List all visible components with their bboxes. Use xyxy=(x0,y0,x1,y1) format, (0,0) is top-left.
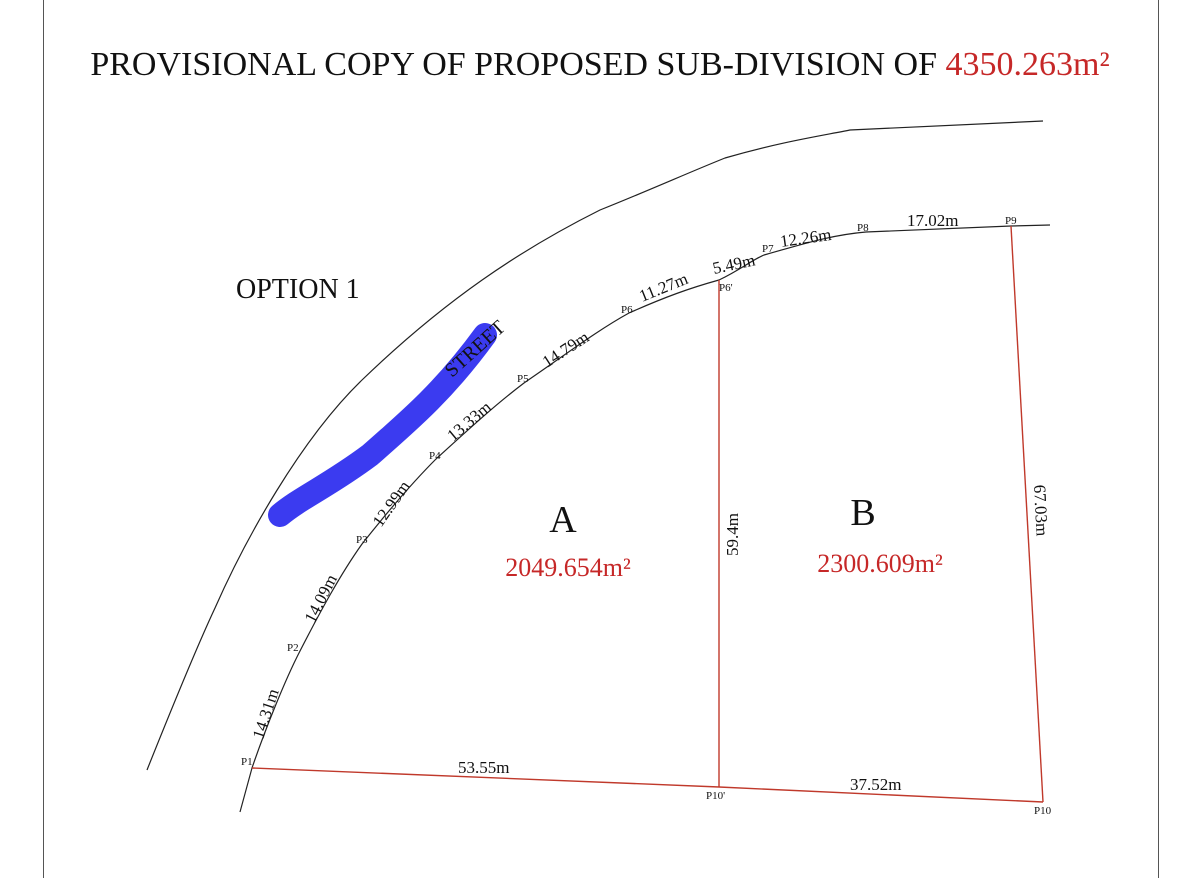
length-p3-p4: 12.99m xyxy=(369,477,414,530)
plot-a-label: A xyxy=(549,499,577,541)
road-inner-edge xyxy=(239,224,1051,813)
option-label: OPTION 1 xyxy=(236,274,360,305)
length-p6p-p7: 5.49m xyxy=(711,250,757,278)
length-p4-p5: 13.33m xyxy=(443,397,495,445)
length-p10p-p10: 37.52m xyxy=(850,775,901,794)
point-label-p1: P1 xyxy=(241,756,253,768)
point-label-p8: P8 xyxy=(857,222,869,234)
point-label-p3: P3 xyxy=(356,534,368,546)
length-p2-p3: 14.09m xyxy=(301,571,341,625)
blue-highlight-mark xyxy=(268,323,497,527)
length-p8-p9: 17.02m xyxy=(907,211,958,230)
boundary-p1-p10p xyxy=(251,767,720,788)
point-label-p10p: P10' xyxy=(706,790,725,802)
length-p1-p2: 14.31m xyxy=(249,686,283,741)
length-p5-p6: 14.79m xyxy=(539,327,593,371)
plot-a-area: 2049.654m² xyxy=(505,553,631,582)
point-label-p2: P2 xyxy=(287,642,299,654)
page-title: PROVISIONAL COPY OF PROPOSED SUB-DIVISIO… xyxy=(0,46,1200,84)
street-label: STREET xyxy=(441,316,510,381)
point-label-p5: P5 xyxy=(517,373,529,385)
point-label-p9: P9 xyxy=(1005,215,1017,227)
length-p7-p8: 12.26m xyxy=(779,225,833,251)
boundary-p9-p10 xyxy=(1010,225,1044,803)
length-p6-p6p: 11.27m xyxy=(636,269,690,306)
sheet-right-border xyxy=(1158,0,1159,878)
sheet-left-border xyxy=(43,0,44,878)
point-label-p4: P4 xyxy=(429,450,441,462)
length-p6p-p10p: 59.4m xyxy=(723,513,742,556)
road-outer-edge xyxy=(146,120,1044,771)
point-label-p7: P7 xyxy=(762,243,774,255)
point-label-p6p: P6' xyxy=(719,282,733,294)
total-area: 4350.263m² xyxy=(945,46,1110,83)
length-p9-p10: 67.03m xyxy=(1030,484,1052,536)
title-text: PROVISIONAL COPY OF PROPOSED SUB-DIVISIO… xyxy=(90,46,938,83)
length-p1-p10p: 53.55m xyxy=(458,758,509,777)
plot-b-area: 2300.609m² xyxy=(817,549,943,578)
boundary-p10p-p10 xyxy=(718,786,1044,803)
point-label-p6: P6 xyxy=(621,304,633,316)
point-label-p10: P10 xyxy=(1034,805,1052,817)
plot-b-label: B xyxy=(850,492,875,534)
